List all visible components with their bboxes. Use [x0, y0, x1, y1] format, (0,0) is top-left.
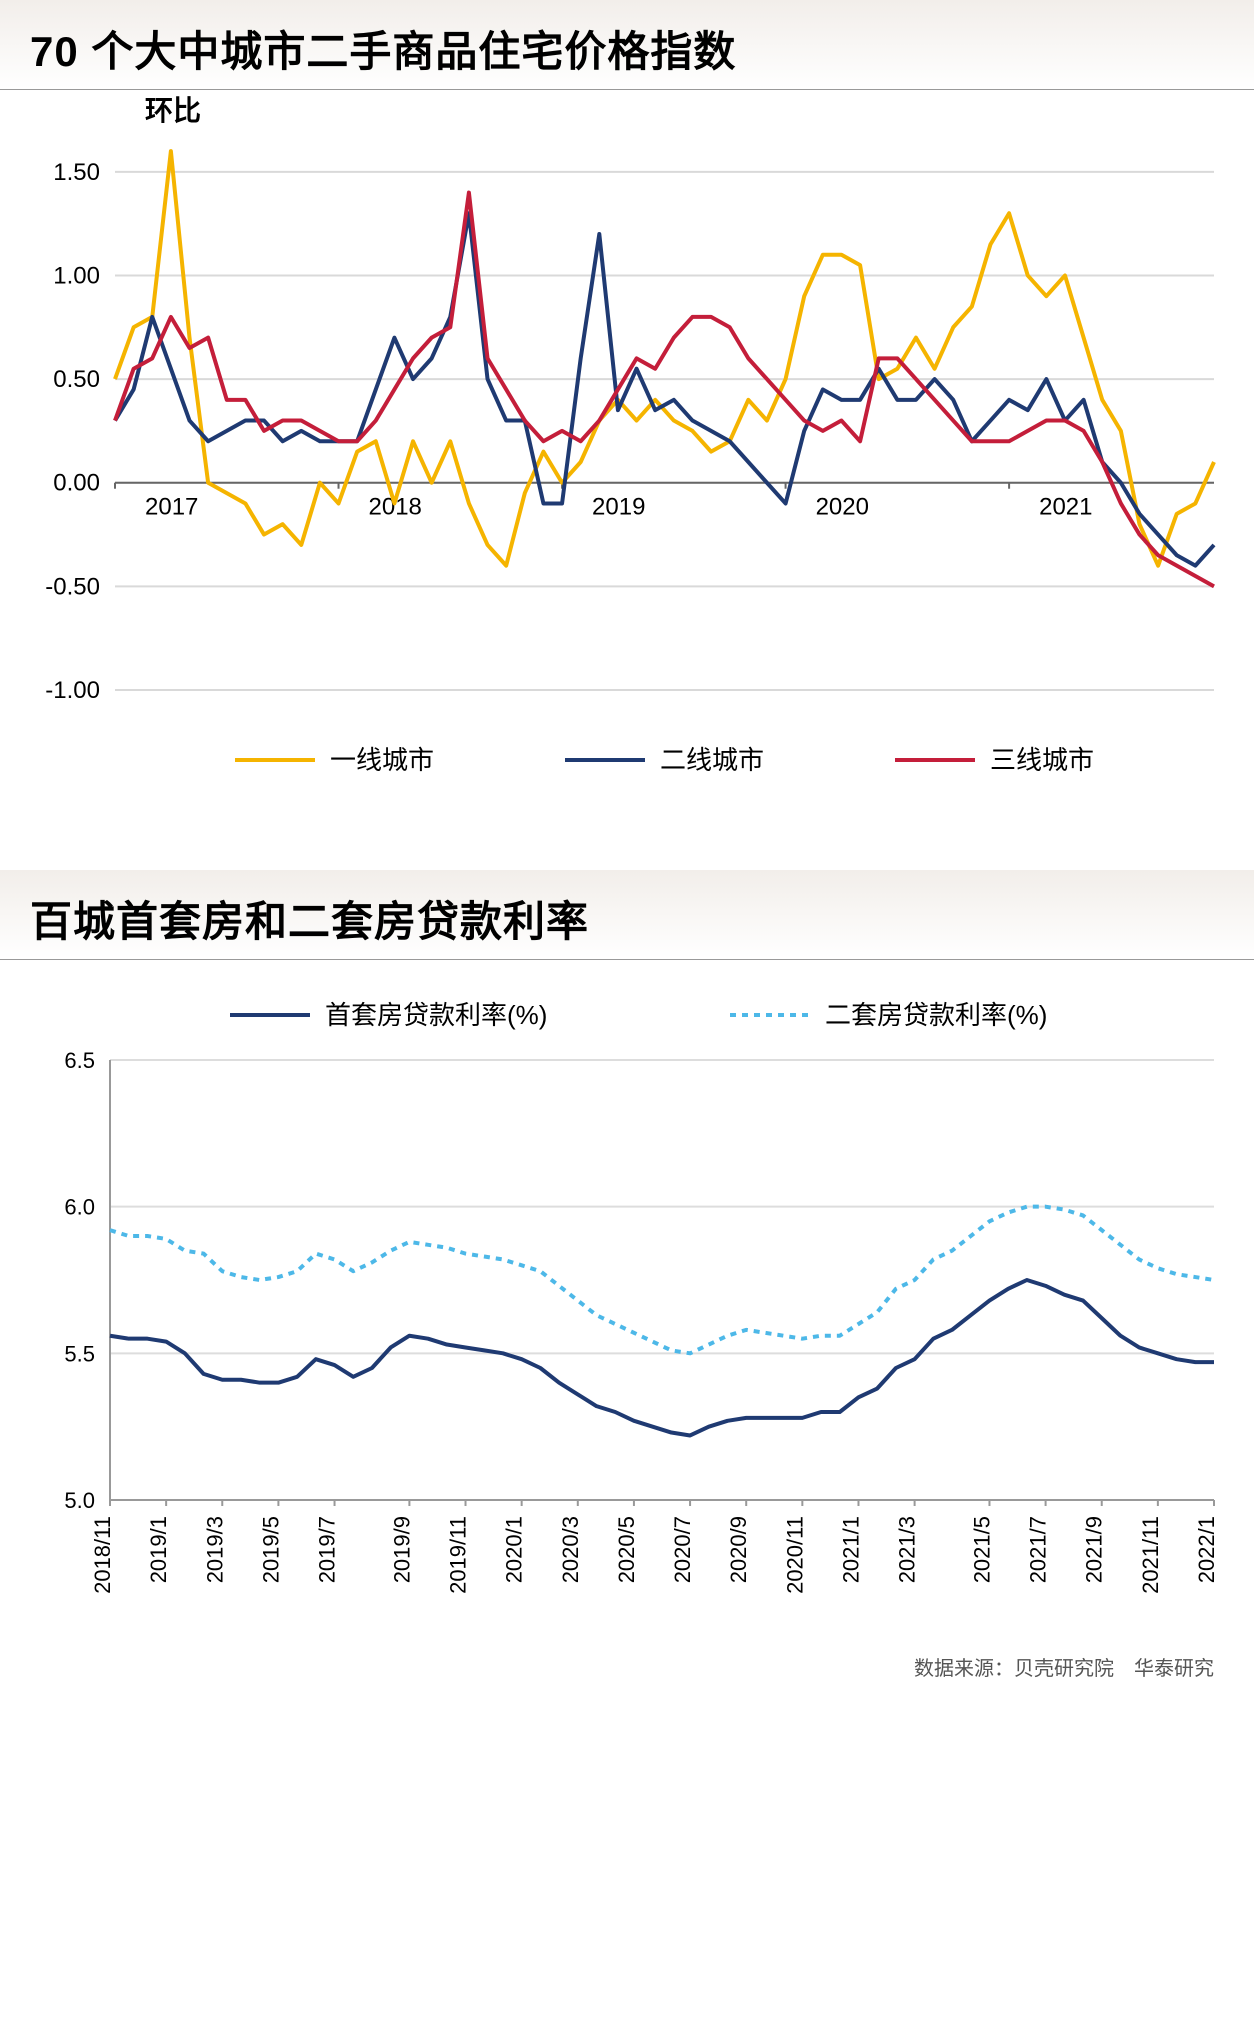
- x-tick-label: 2020/5: [614, 1516, 639, 1583]
- y-tick-label: 5.5: [64, 1341, 95, 1366]
- x-tick-label: 2021/3: [895, 1516, 920, 1583]
- x-tick-label: 2020/11: [782, 1516, 807, 1594]
- chart1-area: 环比-1.00-0.500.000.501.001.50201720182019…: [0, 90, 1254, 810]
- x-tick-label: 2020/7: [670, 1516, 695, 1583]
- x-tick-label: 2021/7: [1026, 1516, 1051, 1583]
- series-line: [110, 1280, 1214, 1435]
- x-tick-label: 2019/9: [389, 1516, 414, 1583]
- y-tick-label: 0.50: [53, 366, 100, 393]
- y-tick-label: -0.50: [45, 573, 100, 600]
- x-tick-label: 2020/9: [726, 1516, 751, 1583]
- x-tick-label: 2020: [816, 494, 869, 521]
- y-tick-label: 5.0: [64, 1488, 95, 1513]
- y-tick-label: 1.00: [53, 262, 100, 289]
- legend-label: 二线城市: [660, 745, 764, 775]
- legend-label: 一线城市: [330, 745, 434, 775]
- chart1-title: 70 个大中城市二手商品住宅价格指数: [30, 18, 1224, 79]
- x-tick-label: 2020/1: [502, 1516, 527, 1583]
- x-tick-label: 2021/1: [838, 1516, 863, 1583]
- x-tick-label: 2022/1: [1194, 1516, 1219, 1583]
- legend-label: 二套房贷款利率(%): [825, 1000, 1047, 1030]
- chart2-title: 百城首套房和二套房贷款利率: [30, 888, 1224, 949]
- y-tick-label: -1.00: [45, 677, 100, 704]
- chart2-title-bar: 百城首套房和二套房贷款利率: [0, 870, 1254, 960]
- x-tick-label: 2019/7: [315, 1516, 340, 1583]
- x-tick-label: 2019/3: [202, 1516, 227, 1583]
- x-tick-label: 2019: [592, 494, 645, 521]
- y-tick-label: 6.0: [64, 1195, 95, 1220]
- x-tick-label: 2017: [145, 494, 198, 521]
- x-tick-label: 2021: [1039, 494, 1092, 521]
- x-tick-label: 2020/3: [558, 1516, 583, 1583]
- x-tick-label: 2019/5: [258, 1516, 283, 1583]
- chart1-subtitle: 环比: [145, 95, 201, 126]
- y-tick-label: 0.00: [53, 470, 100, 497]
- chart1-title-bar: 70 个大中城市二手商品住宅价格指数: [0, 0, 1254, 90]
- x-tick-label: 2021/9: [1082, 1516, 1107, 1583]
- x-tick-label: 2019/11: [446, 1516, 471, 1594]
- chart2-area: 5.0 5.5 6.0 6.5 2018/11 2019/1 2019/3 2019/5 201…: [0, 960, 1254, 1640]
- page-container: 70 个大中城市二手商品住宅价格指数 环比 -1.00 -0.50 0.00 0.50 1…: [0, 0, 1254, 1699]
- x-tick-label: 2019/1: [146, 1516, 171, 1583]
- y-tick-label: 1.50: [53, 159, 100, 186]
- y-tick-label: 6.5: [64, 1048, 95, 1073]
- x-tick-label: 2018/11: [90, 1516, 115, 1594]
- legend-label: 首套房贷款利率(%): [325, 1000, 547, 1030]
- x-tick-label: 2021/5: [969, 1516, 994, 1583]
- x-tick-label: 2021/11: [1138, 1516, 1163, 1594]
- legend-label: 三线城市: [990, 745, 1094, 775]
- series-line: [110, 1207, 1214, 1354]
- source-text: 数据来源：贝壳研究院 华泰研究: [0, 1640, 1254, 1699]
